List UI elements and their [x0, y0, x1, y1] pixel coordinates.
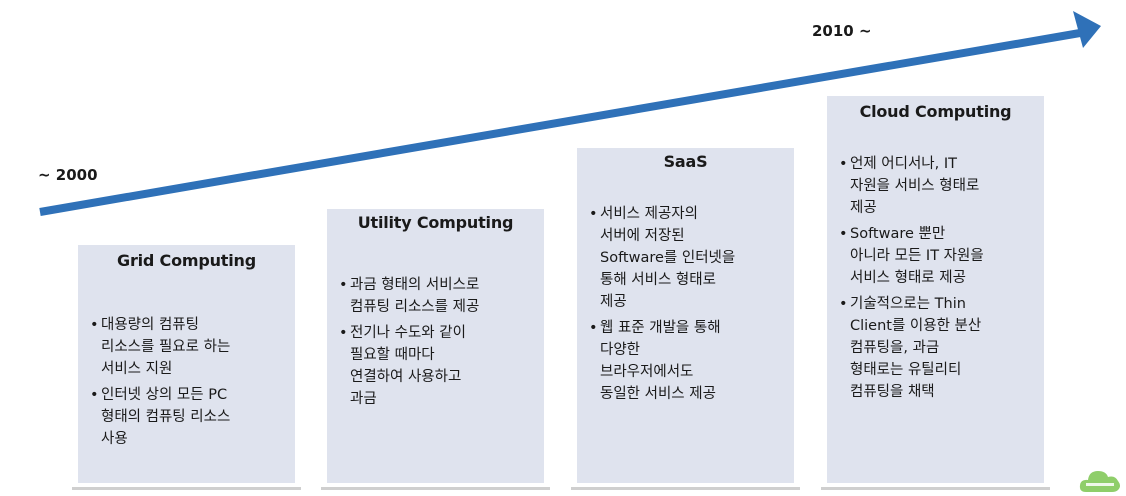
stage-item: 언제 어디서나, IT 자원을 서비스 형태로 제공	[839, 153, 1032, 219]
stage-base-line	[321, 487, 550, 490]
stage-item: 인터넷 상의 모든 PC 형태의 컴퓨팅 리소스 사용	[90, 384, 283, 450]
stage-item: 전기나 수도와 같이 필요할 때마다 연결하여 사용하고 과금	[339, 322, 532, 410]
stage-title: Utility Computing	[357, 213, 514, 232]
stage-grid-computing: Grid Computing 대용량의 컴퓨팅 리소스를 필요로 하는 서비스 …	[78, 245, 295, 483]
stage-base-line	[571, 487, 800, 490]
stage-item: 웹 표준 개발을 통해 다양한 브라우저에서도 동일한 서비스 제공	[589, 317, 782, 405]
stage-title: Cloud Computing	[859, 102, 1012, 121]
timeline-arrow-head	[1073, 11, 1101, 48]
stage-item: 기술적으로는 Thin Client를 이용한 분산 컴퓨팅을, 과금 형태로는…	[839, 293, 1032, 403]
end-era-label: 2010 ~	[812, 22, 872, 40]
stage-title: Grid Computing	[117, 251, 256, 270]
stage-item: 대용량의 컴퓨팅 리소스를 필요로 하는 서비스 지원	[90, 314, 283, 380]
stage-cloud-computing: Cloud Computing 언제 어디서나, IT 자원을 서비스 형태로 …	[827, 96, 1044, 483]
stage-utility-computing: Utility Computing 과금 형태의 서비스로 컴퓨팅 리소스를 제…	[327, 209, 544, 483]
stage-item: Software 뿐만 아니라 모든 IT 자원을 서비스 형태로 제공	[839, 223, 1032, 289]
start-era-label: ~ 2000	[38, 166, 98, 184]
stage-base-line	[821, 487, 1050, 490]
timeline-arrow	[39, 11, 1101, 216]
stage-title: SaaS	[663, 152, 708, 171]
cloud-logo-icon	[1079, 471, 1120, 492]
stage-item: 과금 형태의 서비스로 컴퓨팅 리소스를 제공	[339, 274, 532, 318]
stage-item: 서비스 제공자의 서버에 저장된 Software를 인터넷을 통해 서비스 형…	[589, 203, 782, 313]
stage-base-line	[72, 487, 301, 490]
stage-saas: SaaS 서비스 제공자의 서버에 저장된 Software를 인터넷을 통해 …	[577, 148, 794, 483]
timeline-arrow-line	[39, 29, 1081, 216]
